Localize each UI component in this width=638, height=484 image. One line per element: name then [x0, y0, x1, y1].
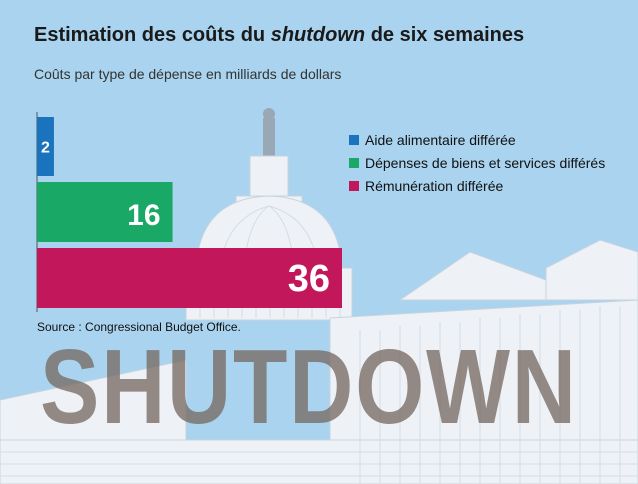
- legend-label: Aide alimentaire différée: [365, 131, 516, 148]
- shutdown-stamp: SHUTDOWN: [40, 328, 578, 446]
- legend-label: Rémunération différée: [365, 177, 504, 194]
- bar-remuneration: [37, 248, 342, 308]
- data-label: 2: [41, 140, 50, 157]
- legend: Aide alimentaire différée Dépenses de bi…: [349, 128, 605, 197]
- legend-item-biens-services: Dépenses de biens et services différés: [349, 151, 605, 174]
- legend-item-remuneration: Rémunération différée: [349, 174, 605, 197]
- title-emphasis: shutdown: [270, 24, 366, 46]
- legend-item-aide-alimentaire: Aide alimentaire différée: [349, 128, 605, 151]
- data-label: 36: [288, 258, 330, 300]
- bar-aide-alimentaire: [37, 117, 54, 176]
- legend-swatch: [349, 157, 359, 168]
- title-prefix: Estimation des coûts du: [34, 24, 271, 46]
- data-label: 16: [127, 199, 160, 232]
- bar-biens-services: [37, 182, 173, 242]
- legend-swatch: [349, 134, 359, 145]
- chart-title: Estimation des coûts du shutdown de six …: [34, 24, 524, 47]
- chart-subtitle: Coûts par type de dépense en milliards d…: [34, 66, 342, 82]
- legend-swatch: [349, 180, 359, 191]
- legend-label: Dépenses de biens et services différés: [365, 154, 606, 171]
- title-suffix: de six semaines: [365, 24, 525, 46]
- source-note: Source : Congressional Budget Office.: [37, 320, 241, 334]
